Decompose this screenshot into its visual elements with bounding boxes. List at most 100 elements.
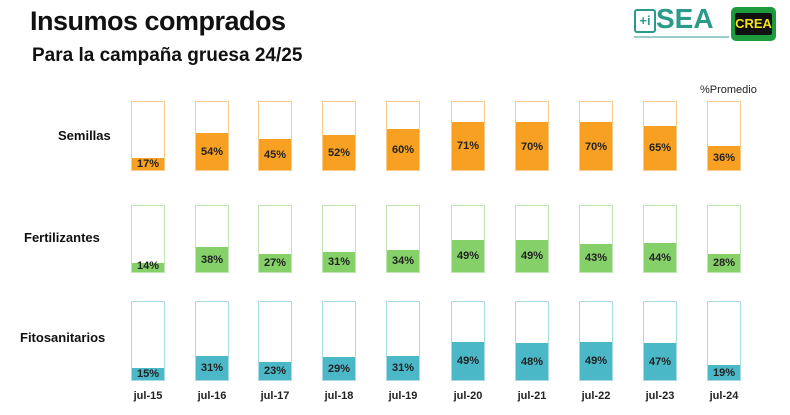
data-label: 49% [520,250,544,263]
bar-fill [132,368,164,380]
bar-fertilizantes-jul-16 [195,205,229,273]
bar-fill [516,342,548,380]
bar-fill [516,239,548,272]
bar-semillas-jul-23 [643,101,677,171]
data-label: 49% [456,355,480,368]
bar-fill [323,251,355,272]
row-label-fertilizantes: Fertilizantes [24,230,100,245]
x-tick-label: jul-16 [197,390,227,402]
bar-fitosanitarios-jul-17 [258,301,292,381]
bar-fill [387,249,419,272]
data-label: 19% [712,366,736,379]
bar-fill [196,355,228,380]
bar-fill [644,242,676,272]
data-label: 52% [327,146,351,159]
bar-fill [516,122,548,170]
bar-fill [708,253,740,272]
bar-fill [196,133,228,170]
page-title: Insumos comprados [30,6,286,36]
data-label: 27% [263,257,287,270]
data-label: 31% [327,255,351,268]
data-label: 70% [584,140,608,153]
bar-fill [644,125,676,170]
bar-fitosanitarios-jul-23 [643,301,677,381]
data-label: 23% [263,365,287,378]
data-label: 60% [391,143,415,156]
row-label-fitosanitarios: Fitosanitarios [20,330,106,345]
row-label-semillas: Semillas [58,128,111,143]
data-label: 15% [136,368,160,380]
data-label: 31% [391,362,415,375]
bar-fitosanitarios-jul-21 [515,301,549,381]
bar-fertilizantes-jul-18 [322,205,356,273]
data-label: 29% [327,362,351,375]
bar-fill [644,343,676,380]
data-label: 54% [200,145,224,158]
bar-fill [259,139,291,170]
data-label: 45% [263,148,287,161]
bar-fill [580,122,612,170]
x-tick-label: jul-22 [581,390,611,402]
bar-semillas-jul-15 [131,101,165,171]
bar-fitosanitarios-jul-20 [451,301,485,381]
bar-fill [259,362,291,380]
data-label: 65% [648,142,672,155]
bar-semillas-jul-21 [515,101,549,171]
bar-fertilizantes-jul-23 [643,205,677,273]
page-subtitle: Para la campaña gruesa 24/25 [32,45,303,66]
bar-fill [452,341,484,380]
info-icon: +i [634,9,656,33]
bar-fill [132,158,164,170]
data-label: 48% [520,355,544,368]
bar-fertilizantes-jul-22 [579,205,613,273]
x-tick-label: jul-23 [645,390,675,402]
bar-fertilizantes-jul-24 [707,205,741,273]
legend-promedio: %Promedio [700,84,757,96]
crea-logo: CREA [731,7,776,41]
bar-fill [387,129,419,170]
x-tick-label: jul-19 [388,390,418,402]
data-label: 17% [136,158,160,170]
bar-semillas-jul-17 [258,101,292,171]
bar-fitosanitarios-jul-24 [707,301,741,381]
x-tick-label: jul-17 [260,390,290,402]
bar-fertilizantes-jul-21 [515,205,549,273]
data-label: 34% [391,254,415,267]
bar-fitosanitarios-jul-16 [195,301,229,381]
bar-fitosanitarios-jul-18 [322,301,356,381]
bar-fill [196,246,228,272]
bar-fitosanitarios-jul-15 [131,301,165,381]
data-label: 38% [200,253,224,266]
bar-fill [580,243,612,272]
bar-semillas-jul-24 [707,101,741,171]
bar-fill [387,355,419,380]
bar-fertilizantes-jul-15 [131,205,165,273]
sea-logo-text: SEA [656,3,714,34]
bar-fill [708,145,740,170]
bar-fill [708,365,740,380]
data-label: 28% [712,256,736,269]
bar-semillas-jul-20 [451,101,485,171]
data-label: 49% [456,250,480,263]
x-tick-label: jul-15 [133,390,163,402]
bar-fitosanitarios-jul-22 [579,301,613,381]
data-label: 44% [648,251,672,264]
bar-semillas-jul-16 [195,101,229,171]
data-label: 36% [712,151,736,164]
bar-fill [132,262,164,272]
bar-fill [259,254,291,272]
bar-semillas-jul-19 [386,101,420,171]
data-label: 71% [456,140,480,153]
bar-fill [323,357,355,380]
bar-fertilizantes-jul-19 [386,205,420,273]
data-label: 31% [200,362,224,375]
x-tick-label: jul-24 [709,390,739,402]
crea-logo-text: CREA [735,13,772,35]
data-label: 49% [584,355,608,368]
bar-fill [580,341,612,380]
data-label: 47% [648,355,672,368]
bar-semillas-jul-22 [579,101,613,171]
x-tick-label: jul-20 [453,390,483,402]
bar-fertilizantes-jul-17 [258,205,292,273]
data-label: 70% [520,140,544,153]
